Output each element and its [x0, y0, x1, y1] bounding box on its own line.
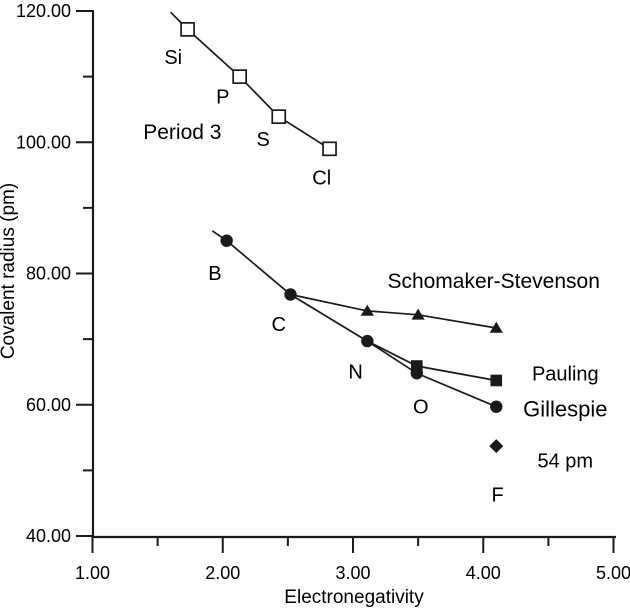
annotation-p: P [216, 86, 229, 108]
y-tick-label: 40.00 [26, 526, 71, 546]
marker-gillespie-c [284, 288, 297, 301]
series-period-3 [170, 11, 337, 157]
y-tick-label: 120.00 [16, 1, 71, 21]
x-axis-title: Electronegativity [284, 587, 424, 608]
annotation-si: Si [164, 47, 182, 69]
marker-pauling-o [411, 360, 423, 372]
annotation-n: N [348, 361, 362, 383]
annotation-54-pm: 54 pm [538, 451, 594, 473]
series-line-schomaker-stevenson [290, 293, 497, 329]
marker-pauling-f [490, 374, 503, 387]
marker-period-3-si [180, 22, 195, 37]
annotation-o: O [413, 397, 429, 419]
x-tick-label: 5.00 [596, 563, 630, 583]
annotation-pauling: Pauling [532, 363, 599, 385]
series-54-pm [489, 439, 504, 454]
marker-schomaker-stevenson-f [489, 321, 503, 333]
x-tick-label: 4.00 [466, 563, 501, 583]
annotation-b: B [208, 263, 221, 285]
y-axis-title: Covalent radius (pm) [0, 183, 19, 359]
marker-schomaker-stevenson-o [411, 308, 425, 320]
x-tick-label: 3.00 [335, 563, 370, 583]
annotation-gillespie: Gillespie [523, 396, 607, 421]
marker-period-3-s [271, 109, 287, 125]
x-tick-label: 1.00 [75, 563, 110, 583]
annotation-cl: Cl [312, 168, 331, 190]
annotation-f: F [491, 485, 503, 507]
series-pauling [366, 340, 503, 387]
annotation-schomaker-stevenson: Schomaker-Stevenson [387, 270, 599, 293]
x-tick-label: 2.00 [205, 563, 240, 583]
marker-gillespie-b [220, 234, 233, 247]
marker-54-pm-f [489, 439, 504, 454]
annotation-c: C [272, 314, 286, 336]
series-line-pauling [366, 340, 497, 382]
y-tick-label: 60.00 [26, 395, 71, 415]
annotation-s: S [256, 129, 269, 151]
annotation-period-3: Period 3 [143, 121, 221, 144]
y-tick-label: 100.00 [16, 132, 71, 152]
y-tick-label: 80.00 [26, 264, 71, 284]
axes: 1.00 2.00 3.00 4.00 5.00 40.00 60.00 80.00 100.0… [16, 1, 630, 583]
marker-period-3-cl [322, 141, 337, 157]
series-schomaker-stevenson [290, 293, 503, 333]
marker-gillespie-f [490, 400, 503, 413]
marker-period-3-p [232, 69, 248, 84]
annotations: Si P S Cl Period 3 B C N O F Schomaker-Stevenson Pa… [143, 47, 607, 507]
marker-schomaker-stevenson-n [360, 304, 374, 316]
